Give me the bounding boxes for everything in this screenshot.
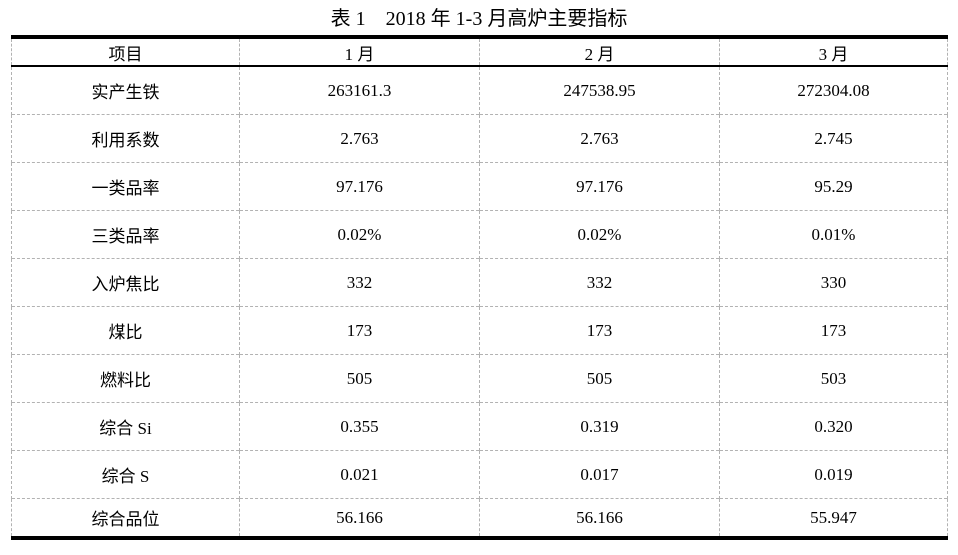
table-row: 一类品率 97.176 97.176 95.29 — [11, 162, 948, 211]
value-cell: 95.29 — [719, 162, 948, 211]
row-label-cell: 综合 S — [11, 450, 240, 499]
value-cell: 0.01% — [719, 210, 948, 259]
value-cell: 97.176 — [479, 162, 720, 211]
value-cell: 263161.3 — [239, 66, 480, 115]
value-cell: 0.017 — [479, 450, 720, 499]
row-label-cell: 综合品位 — [11, 498, 240, 538]
header-cell-month-2: 2 月 — [479, 37, 720, 67]
value-cell: 173 — [719, 306, 948, 355]
value-cell: 0.02% — [479, 210, 720, 259]
row-label-cell: 入炉焦比 — [11, 258, 240, 307]
value-cell: 505 — [479, 354, 720, 403]
header-cell-month-1: 1 月 — [239, 37, 480, 67]
row-label-cell: 煤比 — [11, 306, 240, 355]
table-row: 实产生铁 263161.3 247538.95 272304.08 — [11, 66, 948, 115]
row-label-cell: 综合 Si — [11, 402, 240, 451]
row-label-cell: 三类品率 — [11, 210, 240, 259]
value-cell: 247538.95 — [479, 66, 720, 115]
value-cell: 173 — [479, 306, 720, 355]
header-cell-month-3: 3 月 — [719, 37, 948, 67]
table-row: 综合 S 0.021 0.017 0.019 — [11, 450, 948, 499]
value-cell: 330 — [719, 258, 948, 307]
value-cell: 0.02% — [239, 210, 480, 259]
value-cell: 0.019 — [719, 450, 948, 499]
value-cell: 0.319 — [479, 402, 720, 451]
value-cell: 2.745 — [719, 114, 948, 163]
value-cell: 56.166 — [479, 498, 720, 538]
table-row: 入炉焦比 332 332 330 — [11, 258, 948, 307]
table-row: 燃料比 505 505 503 — [11, 354, 948, 403]
value-cell: 332 — [479, 258, 720, 307]
blast-furnace-indicator-table: 项目 1 月 2 月 3 月 实产生铁 263161.3 247538.95 2… — [11, 35, 948, 540]
value-cell: 332 — [239, 258, 480, 307]
value-cell: 97.176 — [239, 162, 480, 211]
value-cell: 503 — [719, 354, 948, 403]
table-row: 煤比 173 173 173 — [11, 306, 948, 355]
value-cell: 173 — [239, 306, 480, 355]
value-cell: 55.947 — [719, 498, 948, 538]
value-cell: 0.355 — [239, 402, 480, 451]
value-cell: 56.166 — [239, 498, 480, 538]
row-label-cell: 利用系数 — [11, 114, 240, 163]
table-row: 综合 Si 0.355 0.319 0.320 — [11, 402, 948, 451]
row-label-cell: 一类品率 — [11, 162, 240, 211]
table-caption: 表 1 2018 年 1-3 月高炉主要指标 — [330, 8, 628, 30]
table-row: 利用系数 2.763 2.763 2.745 — [11, 114, 948, 163]
table-row: 综合品位 56.166 56.166 55.947 — [11, 498, 948, 538]
table-header-row: 项目 1 月 2 月 3 月 — [11, 37, 948, 67]
value-cell: 0.320 — [719, 402, 948, 451]
value-cell: 2.763 — [479, 114, 720, 163]
value-cell: 2.763 — [239, 114, 480, 163]
row-label-cell: 燃料比 — [11, 354, 240, 403]
table-row: 三类品率 0.02% 0.02% 0.01% — [11, 210, 948, 259]
value-cell: 272304.08 — [719, 66, 948, 115]
value-cell: 505 — [239, 354, 480, 403]
value-cell: 0.021 — [239, 450, 480, 499]
header-cell-item: 项目 — [11, 37, 240, 67]
row-label-cell: 实产生铁 — [11, 66, 240, 115]
